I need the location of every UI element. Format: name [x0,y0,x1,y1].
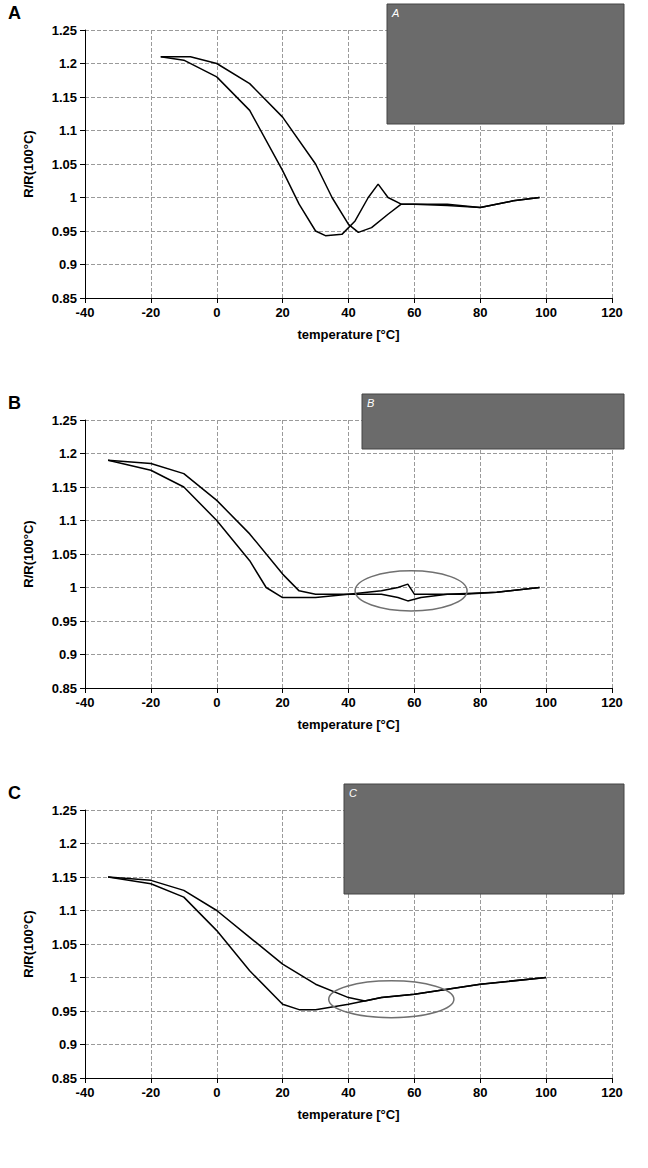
svg-text:-20: -20 [141,305,160,320]
svg-text:1.1: 1.1 [59,513,77,528]
svg-text:0.85: 0.85 [52,681,77,696]
svg-text:60: 60 [407,305,421,320]
svg-text:20: 20 [275,305,289,320]
svg-text:-40: -40 [76,305,95,320]
svg-text:100: 100 [535,305,557,320]
svg-text:1.2: 1.2 [59,56,77,71]
svg-text:R/R(100°C): R/R(100°C) [21,520,36,587]
svg-text:60: 60 [407,1085,421,1100]
svg-text:temperature [°C]: temperature [°C] [298,717,400,732]
svg-text:temperature [°C]: temperature [°C] [298,1107,400,1122]
svg-text:40: 40 [341,695,355,710]
svg-text:A: A [8,3,21,23]
svg-text:0: 0 [213,305,220,320]
svg-text:B: B [8,393,21,413]
svg-text:1.05: 1.05 [52,547,77,562]
svg-text:-40: -40 [76,1085,95,1100]
svg-text:1.15: 1.15 [52,480,77,495]
svg-text:0.95: 0.95 [52,614,77,629]
svg-text:1.25: 1.25 [52,23,77,38]
svg-text:1.2: 1.2 [59,836,77,851]
svg-text:-20: -20 [141,695,160,710]
svg-text:80: 80 [473,695,487,710]
svg-text:1.15: 1.15 [52,90,77,105]
svg-text:temperature [°C]: temperature [°C] [298,327,400,342]
svg-text:120: 120 [601,1085,623,1100]
svg-text:80: 80 [473,1085,487,1100]
svg-text:0: 0 [213,695,220,710]
svg-text:120: 120 [601,695,623,710]
svg-text:20: 20 [275,695,289,710]
svg-text:B: B [367,397,374,409]
svg-text:100: 100 [535,695,557,710]
svg-text:0.9: 0.9 [59,257,77,272]
svg-text:0.9: 0.9 [59,647,77,662]
svg-text:C: C [8,783,21,803]
svg-text:40: 40 [341,305,355,320]
svg-text:1.25: 1.25 [52,413,77,428]
svg-text:R/R(100°C): R/R(100°C) [21,910,36,977]
svg-text:100: 100 [535,1085,557,1100]
svg-text:1.1: 1.1 [59,903,77,918]
svg-text:A: A [391,7,399,19]
svg-text:120: 120 [601,305,623,320]
svg-text:60: 60 [407,695,421,710]
svg-text:1.2: 1.2 [59,446,77,461]
svg-text:-40: -40 [76,695,95,710]
svg-text:0.85: 0.85 [52,291,77,306]
svg-text:1.1: 1.1 [59,123,77,138]
svg-text:1.25: 1.25 [52,803,77,818]
svg-text:1.05: 1.05 [52,937,77,952]
svg-text:20: 20 [275,1085,289,1100]
svg-text:0.9: 0.9 [59,1037,77,1052]
svg-text:1.15: 1.15 [52,870,77,885]
svg-text:1.05: 1.05 [52,157,77,172]
svg-text:1: 1 [70,190,77,205]
svg-text:0.85: 0.85 [52,1071,77,1086]
svg-text:0.95: 0.95 [52,224,77,239]
svg-text:1: 1 [70,580,77,595]
svg-text:-20: -20 [141,1085,160,1100]
svg-text:R/R(100°C): R/R(100°C) [21,130,36,197]
svg-text:C: C [349,787,357,799]
svg-text:40: 40 [341,1085,355,1100]
svg-text:80: 80 [473,305,487,320]
svg-text:1: 1 [70,970,77,985]
svg-text:0: 0 [213,1085,220,1100]
svg-text:0.95: 0.95 [52,1004,77,1019]
